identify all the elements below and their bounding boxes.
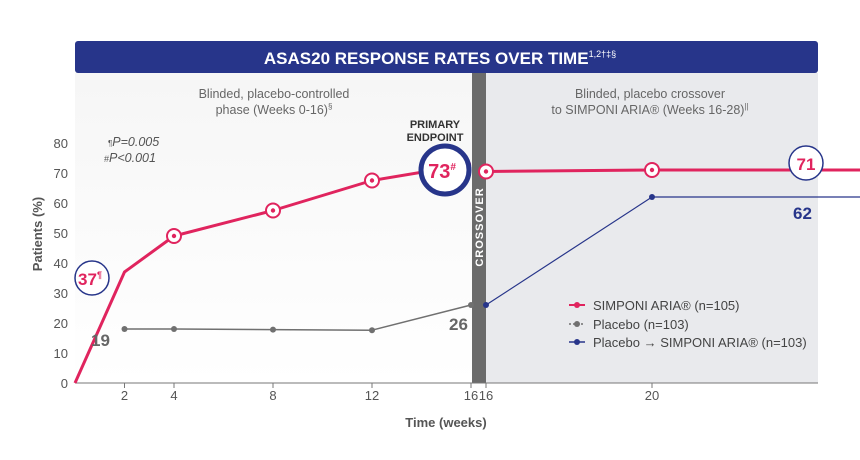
callout-label-62: 62 [793,204,812,223]
y-tick-label: 0 [61,376,68,391]
data-point-simponi-center [270,208,276,213]
left-phase-label-line1: Blinded, placebo-controlled [199,87,350,101]
data-point-placebo [171,326,177,332]
data-point-simponi-center [171,233,177,239]
legend-item-placebo: Placebo (n=103) [569,317,689,332]
y-tick-label: 70 [54,166,68,181]
callout-layer: 37¶ 73# 71 19 26 62 [74,143,824,350]
callout-circle-37 [74,260,110,296]
data-point-placebo [270,326,276,333]
legend-marker-placebo [574,321,580,327]
x-tick-label: 2 [121,388,128,403]
y-tick-label: 40 [54,256,68,271]
series-layer [73,162,860,384]
right-phase-label-line1: Blinded, placebo crossover [575,87,725,101]
callout-circle-71 [788,145,824,181]
data-point-simponi-center [649,167,655,173]
y-tick-label: 10 [54,346,68,361]
x-axis-title: Time (weeks) [405,415,486,430]
callout-label-26: 26 [449,315,468,334]
title-banner [75,41,818,73]
pvalue-2: #P<0.001 [104,151,156,165]
callout-label-73: 73# [428,161,456,183]
y-tick-label: 60 [54,196,68,211]
series-line-simponi [73,162,472,384]
y-tick-label: 30 [54,286,68,301]
callout-label-71: 71 [797,155,816,174]
crossover-bar [472,73,486,383]
legend-label-crossover: Placebo → SIMPONI ARIA® (n=103) [593,335,807,350]
legend-item-crossover: Placebo → SIMPONI ARIA® (n=103) [569,335,807,350]
data-point-placebo [468,302,474,308]
legend-label-simponi: SIMPONI ARIA® (n=105) [593,298,740,313]
axes: 010203040506070802481216162028 [54,136,818,403]
x-tick-label: 4 [170,388,177,403]
data-point-crossover [483,302,489,308]
x-tick-label: 16 [479,388,493,403]
primary-endpoint-label-line2: ENDPOINT [407,132,464,144]
primary-endpoint-label-line1: PRIMARY [410,119,461,131]
legend-item-simponi: SIMPONI ARIA® (n=105) [569,298,740,313]
right-phase-label-line2: to SIMPONI ARIA® (Weeks 16-28)|| [551,102,748,117]
x-tick-label: 16 [464,388,478,403]
pvalue-1: ¶P=0.005 [108,135,159,149]
legend-marker-crossover [574,339,580,345]
legend-marker-simponi [574,302,580,308]
legend: SIMPONI ARIA® (n=105) Placebo (n=103) Pl… [569,298,807,350]
legend-label-placebo: Placebo (n=103) [593,317,689,332]
callout-label-19: 19 [91,331,110,350]
data-point-simponi-center [483,169,489,174]
chart-title: ASAS20 RESPONSE RATES OVER TIME1,2†‡§ [264,49,616,68]
right-phase-panel [486,73,818,383]
callout-circle-73 [418,143,472,197]
data-point-placebo [369,327,375,334]
callout-label-37: 37¶ [78,270,102,289]
y-tick-label: 50 [54,226,68,241]
y-tick-label: 20 [54,316,68,331]
data-point-crossover [649,194,655,200]
data-point-simponi-center [369,178,375,183]
left-phase-label-line2: phase (Weeks 0-16)§ [216,102,333,117]
data-point-placebo [121,326,128,332]
x-tick-label: 12 [365,388,379,403]
y-tick-label: 80 [54,136,68,151]
crossover-label: CROSSOVER [474,187,486,266]
x-tick-label: 20 [645,388,659,403]
x-tick-label: 8 [269,388,276,403]
y-axis-title: Patients (%) [30,197,45,271]
